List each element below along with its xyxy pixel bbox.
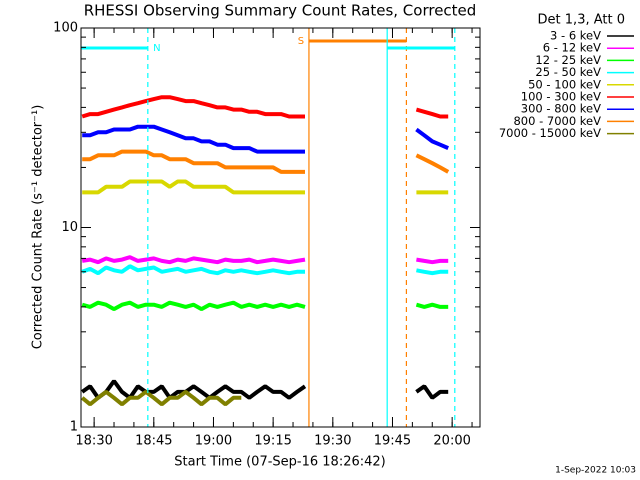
x-tick-label: 18:45 <box>135 434 172 449</box>
y-tick-label: 1 <box>70 420 78 435</box>
data-line <box>81 255 449 265</box>
data-line <box>81 379 449 400</box>
legend-label: 25 - 50 keV <box>535 65 601 79</box>
legend-label: 3 - 6 keV <box>550 29 601 43</box>
x-tick-label: 19:00 <box>195 434 232 449</box>
x-tick-label: 20:00 <box>433 434 470 449</box>
x-tick-label: 19:30 <box>314 434 351 449</box>
data-line <box>81 300 449 311</box>
data-line <box>81 95 449 119</box>
legend-label: 50 - 100 keV <box>528 77 601 91</box>
footer-date: 1-Sep-2022 10:03 <box>555 466 636 476</box>
data-line <box>82 124 449 154</box>
y-tick-label: 100 <box>53 21 78 36</box>
legend-label: 100 - 300 keV <box>521 90 601 104</box>
x-tick-label: 18:30 <box>75 434 112 449</box>
y-tick-label: 10 <box>61 220 78 235</box>
legend-label: 7000 - 15000 keV <box>499 126 601 140</box>
legend-label: 12 - 25 keV <box>535 53 601 67</box>
data-line <box>81 264 449 276</box>
x-tick-label: 19:45 <box>374 434 411 449</box>
data-line <box>82 149 450 174</box>
chart-title: RHESSI Observing Summary Count Rates, Co… <box>84 2 477 20</box>
y-axis-label: Corrected Count Rate (s⁻¹ detector⁻¹) <box>31 105 46 350</box>
interval-label: S <box>298 36 304 47</box>
legend-title: Det 1,3, Att 0 <box>538 13 625 28</box>
legend-label: 800 - 7000 keV <box>513 114 601 128</box>
data-line <box>80 390 242 406</box>
legend-label: 6 - 12 keV <box>543 41 601 55</box>
x-axis-label: Start Time (07-Sep-16 18:26:42) <box>174 455 385 470</box>
x-tick-label: 19:15 <box>254 434 291 449</box>
legend-label: 300 - 800 keV <box>521 102 601 116</box>
interval-label: N <box>153 43 160 54</box>
data-line <box>82 179 449 195</box>
